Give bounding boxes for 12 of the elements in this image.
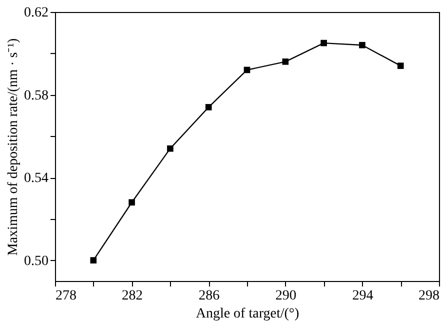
x-tick-label: 298 — [418, 288, 440, 304]
y-tick-label: 0.62 — [24, 6, 48, 20]
x-axis-title: Angle of target/(°) — [196, 306, 300, 322]
y-tick-label: 0.54 — [24, 171, 48, 186]
x-tick-label: 286 — [198, 288, 220, 304]
y-tick-label: 0.58 — [24, 88, 48, 104]
y-axis-title: Maximum of deposition rate/(nm · s⁻¹) — [6, 38, 21, 256]
x-tick-label: 290 — [275, 288, 296, 304]
y-tick-label: 0.50 — [24, 254, 48, 269]
x-tick-label: 294 — [352, 288, 374, 304]
x-tick-label: 278 — [56, 288, 76, 304]
x-tick-label: 282 — [122, 288, 143, 304]
